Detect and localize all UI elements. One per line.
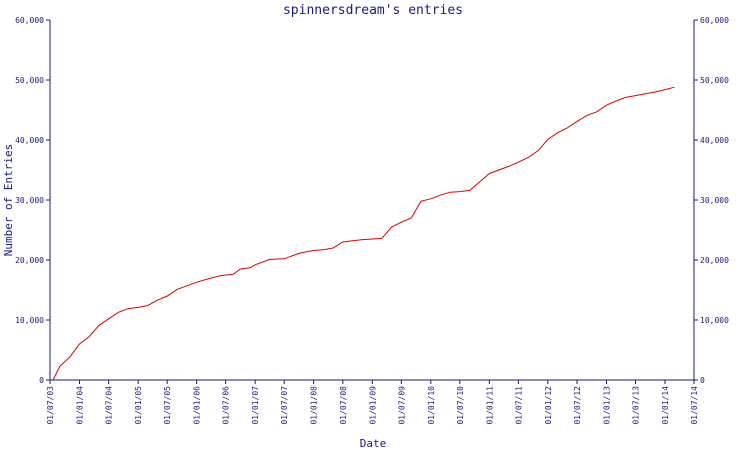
- series-group: [52, 86, 675, 381]
- y-tick-label-right: 10,000: [700, 316, 729, 325]
- y-tick-label-right: 0: [700, 376, 705, 385]
- y-axis-label: Number of Entries: [2, 144, 15, 257]
- chart-title: spinnersdream's entries: [283, 3, 463, 18]
- y-tick-label-right: 30,000: [700, 196, 729, 205]
- x-tick-label: 01/01/08: [310, 386, 319, 425]
- x-tick-label: 01/01/06: [193, 386, 202, 425]
- x-tick-label: 01/07/03: [46, 386, 55, 425]
- x-tick-label: 01/01/12: [544, 386, 553, 425]
- x-tick-label: 01/01/07: [251, 386, 260, 425]
- x-tick-label: 01/07/06: [222, 386, 231, 425]
- y-ticks-left: 0 10,000 20,000 30,000 40,000 50,000 60,000: [15, 16, 50, 385]
- x-tick-label: 01/01/04: [75, 386, 84, 425]
- x-tick-label: 01/07/05: [163, 386, 172, 425]
- x-tick-label: 01/07/10: [456, 386, 465, 425]
- y-tick-label-left: 10,000: [15, 316, 44, 325]
- y-tick-label-left: 0: [39, 376, 44, 385]
- x-tick-label: 01/07/13: [631, 386, 640, 425]
- series-line: [52, 86, 675, 381]
- x-tick-label: 01/01/09: [368, 386, 377, 425]
- x-tick-label: 01/07/09: [397, 386, 406, 425]
- y-tick-label-left: 60,000: [15, 16, 44, 25]
- x-tick-label: 01/07/14: [690, 386, 699, 425]
- x-tick-label: 01/01/10: [427, 386, 436, 425]
- y-tick-label-left: 30,000: [15, 196, 44, 205]
- x-ticks: 01/07/03 01/01/04 01/07/04 01/01/05 01/07/05…: [46, 380, 699, 425]
- x-axis-label: Date: [360, 437, 387, 450]
- y-tick-label-left: 40,000: [15, 136, 44, 145]
- axes: [49, 20, 695, 381]
- x-tick-label: 01/01/05: [134, 386, 143, 425]
- y-tick-label-left: 50,000: [15, 76, 44, 85]
- y-tick-label-right: 20,000: [700, 256, 729, 265]
- x-tick-label: 01/01/13: [602, 386, 611, 425]
- y-tick-label-right: 60,000: [700, 16, 729, 25]
- x-tick-label: 01/07/04: [105, 386, 114, 425]
- x-tick-label: 01/07/11: [514, 386, 523, 425]
- x-tick-label: 01/07/08: [339, 386, 348, 425]
- y-tick-label-right: 50,000: [700, 76, 729, 85]
- x-tick-label: 01/07/07: [280, 386, 289, 425]
- x-tick-label: 01/01/14: [661, 386, 670, 425]
- y-ticks-right: 0 10,000 20,000 30,000 40,000 50,000 60,000: [694, 16, 729, 385]
- x-tick-label: 01/07/12: [573, 386, 582, 425]
- x-tick-label: 01/01/11: [485, 386, 494, 425]
- y-tick-label-left: 20,000: [15, 256, 44, 265]
- y-tick-label-right: 40,000: [700, 136, 729, 145]
